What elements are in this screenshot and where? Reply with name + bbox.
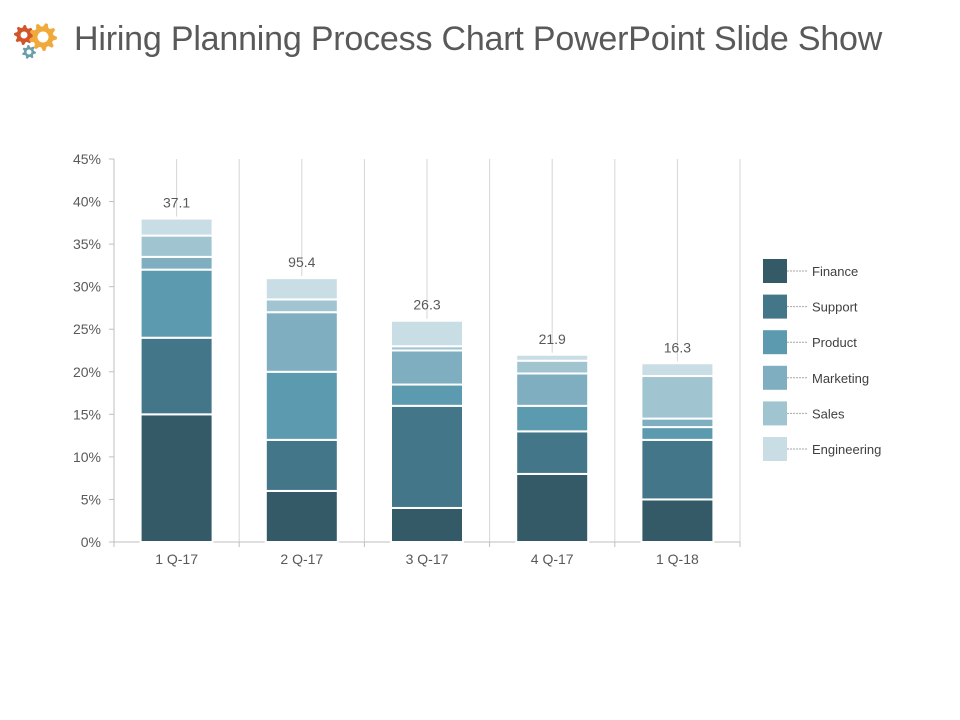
legend-label-sales: Sales [812, 406, 845, 421]
bar-segment-marketing [640, 417, 715, 429]
y-tick-label: 30% [73, 279, 101, 295]
legend-swatch-marketing [763, 365, 787, 390]
bar-segment-product [390, 383, 464, 407]
legend-label-marketing: Marketing [812, 371, 869, 386]
bar-segment-engineering [390, 319, 464, 348]
legend-label-support: Support [812, 300, 858, 315]
legend-label-engineering: Engineering [812, 442, 881, 457]
bar-segment-engineering [264, 277, 339, 301]
bar-segment-support [264, 438, 339, 492]
bar-segment-finance [390, 506, 464, 544]
bar-segment-support [390, 404, 464, 509]
y-tick-label: 0% [81, 534, 101, 550]
bar-segment-sales [640, 375, 715, 420]
bar-segment-product [139, 268, 214, 339]
data-label: 26.3 [413, 297, 440, 313]
data-label: 16.3 [664, 339, 691, 355]
bar-segment-support [139, 336, 214, 416]
gears-icon [14, 23, 57, 59]
legend-label-finance: Finance [812, 264, 858, 279]
bar-segment-product [264, 370, 339, 441]
bar-segment-finance [515, 472, 590, 543]
data-label: 95.4 [288, 254, 315, 270]
x-category-label: 4 Q-17 [531, 551, 574, 567]
y-tick-label: 25% [73, 321, 101, 337]
y-tick-label: 20% [73, 364, 101, 380]
data-label: 21.9 [539, 331, 566, 347]
y-tick-label: 40% [73, 194, 101, 210]
x-category-label: 3 Q-17 [406, 551, 449, 567]
bar-segment-marketing [264, 311, 339, 373]
slide-header: Hiring Planning Process Chart PowerPoint… [10, 14, 882, 64]
bar-segment-finance [264, 489, 339, 543]
bar-segment-support [515, 430, 590, 475]
y-tick-label: 15% [73, 406, 101, 422]
y-tick-label: 45% [73, 151, 101, 167]
bar-segment-support [640, 438, 715, 501]
x-category-label: 1 Q-17 [155, 551, 198, 567]
bar-segment-marketing [515, 372, 590, 407]
bar-segment-engineering [640, 362, 715, 378]
bar-segment-sales [515, 359, 590, 375]
slide-title: Hiring Planning Process Chart PowerPoint… [74, 19, 883, 58]
bar-segment-product [640, 426, 715, 441]
legend-swatch-finance [763, 259, 787, 283]
legend-swatch-engineering [763, 437, 787, 461]
data-label: 37.1 [163, 195, 190, 211]
y-tick-label: 10% [73, 449, 101, 465]
y-tick-label: 5% [81, 491, 101, 507]
bar-segment-engineering [515, 353, 590, 362]
bar-segment-marketing [139, 255, 214, 271]
legend-swatch-product [763, 330, 787, 355]
bar-segment-product [515, 404, 590, 433]
bar-segment-sales [139, 234, 214, 258]
x-category-label: 2 Q-17 [280, 551, 323, 567]
legend-label-product: Product [812, 335, 857, 350]
x-category-label: 1 Q-18 [656, 551, 699, 567]
legend-swatch-sales [763, 401, 787, 426]
bar-segment-sales [264, 298, 339, 314]
bar-segment-finance [139, 413, 214, 544]
bar-segment-finance [640, 498, 715, 544]
bar-segment-marketing [390, 349, 464, 386]
bar-segment-engineering [139, 217, 214, 237]
legend-swatch-support [763, 294, 787, 319]
y-tick-label: 35% [73, 236, 101, 252]
